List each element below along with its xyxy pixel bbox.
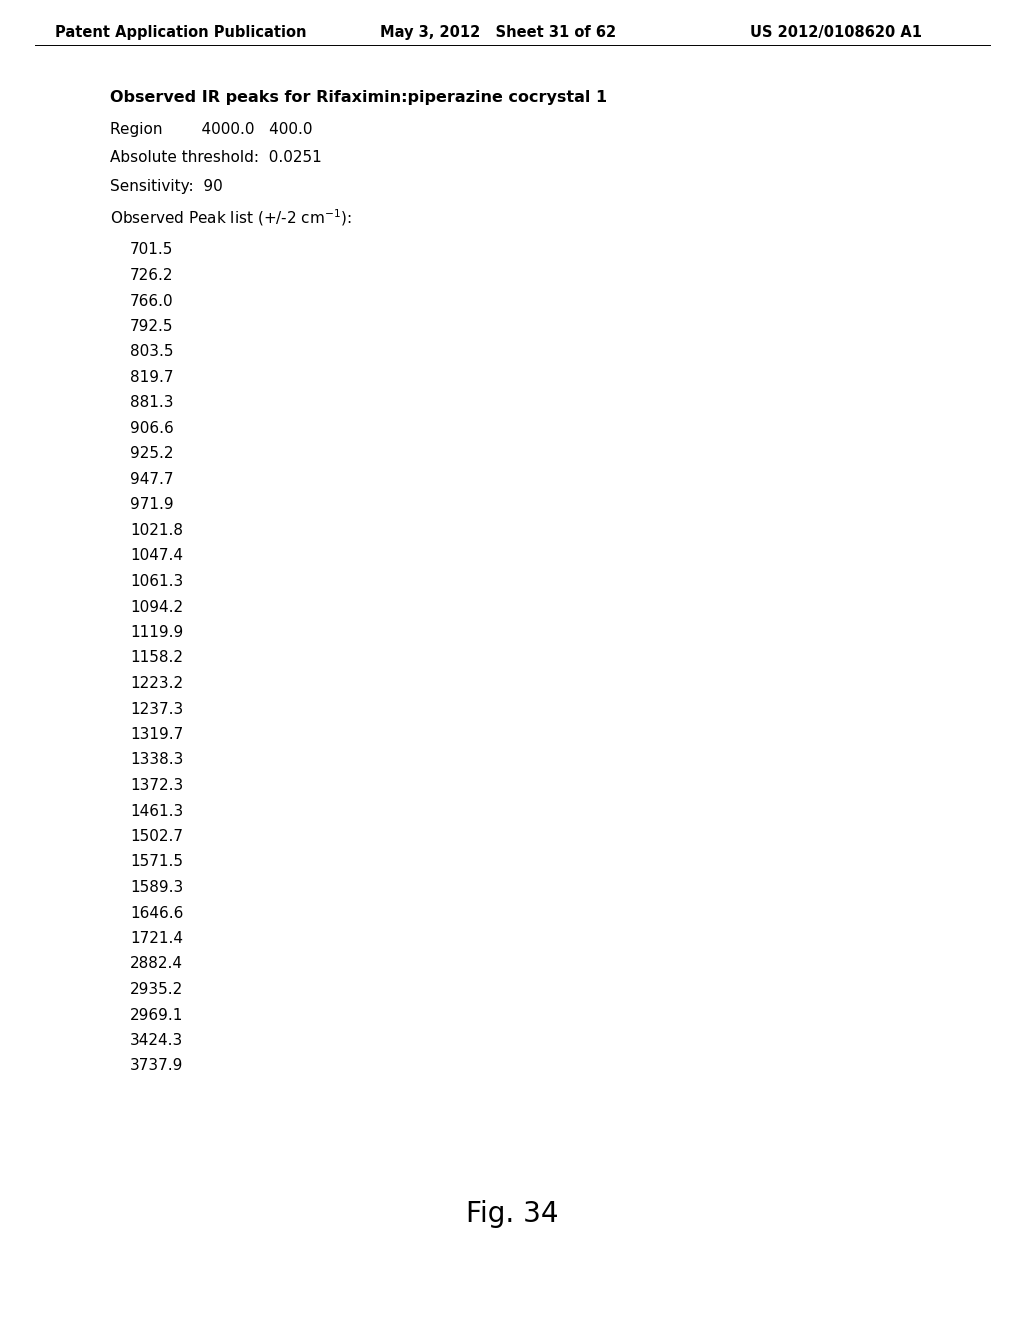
Text: 1237.3: 1237.3 [130, 701, 183, 717]
Text: 1338.3: 1338.3 [130, 752, 183, 767]
Text: Absolute threshold:  0.0251: Absolute threshold: 0.0251 [110, 150, 322, 165]
Text: US 2012/0108620 A1: US 2012/0108620 A1 [750, 25, 922, 40]
Text: 1223.2: 1223.2 [130, 676, 183, 690]
Text: 1646.6: 1646.6 [130, 906, 183, 920]
Text: 906.6: 906.6 [130, 421, 174, 436]
Text: Sensitivity:  90: Sensitivity: 90 [110, 180, 223, 194]
Text: 1571.5: 1571.5 [130, 854, 183, 870]
Text: 3424.3: 3424.3 [130, 1034, 183, 1048]
Text: 971.9: 971.9 [130, 498, 174, 512]
Text: Observed Peak list (+/-2 cm$^{-1}$):: Observed Peak list (+/-2 cm$^{-1}$): [110, 207, 352, 228]
Text: Observed IR peaks for Rifaximin:piperazine cocrystal 1: Observed IR peaks for Rifaximin:piperazi… [110, 90, 607, 106]
Text: 1047.4: 1047.4 [130, 549, 183, 564]
Text: 2935.2: 2935.2 [130, 982, 183, 997]
Text: 1721.4: 1721.4 [130, 931, 183, 946]
Text: 2969.1: 2969.1 [130, 1007, 183, 1023]
Text: 1094.2: 1094.2 [130, 599, 183, 615]
Text: 1021.8: 1021.8 [130, 523, 183, 539]
Text: 881.3: 881.3 [130, 396, 173, 411]
Text: Fig. 34: Fig. 34 [466, 1200, 558, 1228]
Text: 1319.7: 1319.7 [130, 727, 183, 742]
Text: 726.2: 726.2 [130, 268, 173, 282]
Text: 1061.3: 1061.3 [130, 574, 183, 589]
Text: 819.7: 819.7 [130, 370, 173, 385]
Text: 947.7: 947.7 [130, 473, 173, 487]
Text: 1119.9: 1119.9 [130, 624, 183, 640]
Text: 1461.3: 1461.3 [130, 804, 183, 818]
Text: 925.2: 925.2 [130, 446, 173, 462]
Text: 792.5: 792.5 [130, 319, 173, 334]
Text: Region        4000.0   400.0: Region 4000.0 400.0 [110, 121, 312, 137]
Text: Patent Application Publication: Patent Application Publication [55, 25, 306, 40]
Text: 766.0: 766.0 [130, 293, 174, 309]
Text: 1372.3: 1372.3 [130, 777, 183, 793]
Text: 2882.4: 2882.4 [130, 957, 183, 972]
Text: 1158.2: 1158.2 [130, 651, 183, 665]
Text: 1589.3: 1589.3 [130, 880, 183, 895]
Text: 1502.7: 1502.7 [130, 829, 183, 843]
Text: 803.5: 803.5 [130, 345, 173, 359]
Text: May 3, 2012   Sheet 31 of 62: May 3, 2012 Sheet 31 of 62 [380, 25, 616, 40]
Text: 701.5: 701.5 [130, 243, 173, 257]
Text: 3737.9: 3737.9 [130, 1059, 183, 1073]
